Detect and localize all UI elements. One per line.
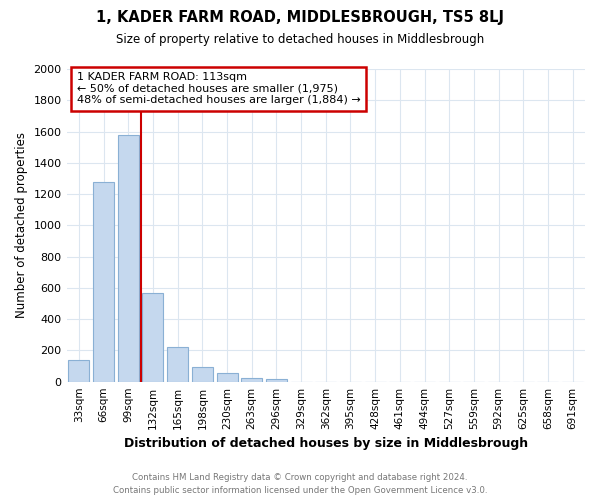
Bar bbox=[118, 134, 139, 382]
Bar bbox=[167, 348, 188, 382]
X-axis label: Distribution of detached houses by size in Middlesbrough: Distribution of detached houses by size … bbox=[124, 437, 528, 450]
Bar bbox=[266, 378, 287, 382]
Text: 1 KADER FARM ROAD: 113sqm
← 50% of detached houses are smaller (1,975)
48% of se: 1 KADER FARM ROAD: 113sqm ← 50% of detac… bbox=[77, 72, 361, 106]
Bar bbox=[93, 182, 114, 382]
Bar bbox=[68, 360, 89, 382]
Bar bbox=[142, 292, 163, 382]
Text: Size of property relative to detached houses in Middlesbrough: Size of property relative to detached ho… bbox=[116, 32, 484, 46]
Bar bbox=[192, 367, 213, 382]
Text: Contains HM Land Registry data © Crown copyright and database right 2024.
Contai: Contains HM Land Registry data © Crown c… bbox=[113, 473, 487, 495]
Bar bbox=[217, 373, 238, 382]
Bar bbox=[241, 378, 262, 382]
Text: 1, KADER FARM ROAD, MIDDLESBROUGH, TS5 8LJ: 1, KADER FARM ROAD, MIDDLESBROUGH, TS5 8… bbox=[96, 10, 504, 25]
Y-axis label: Number of detached properties: Number of detached properties bbox=[15, 132, 28, 318]
